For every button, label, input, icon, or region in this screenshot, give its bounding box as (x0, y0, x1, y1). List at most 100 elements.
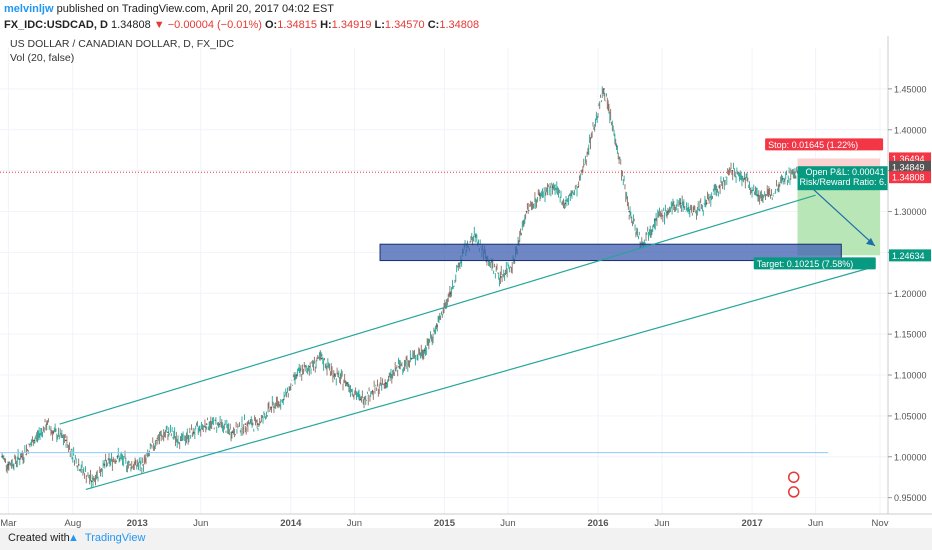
price-point (616, 145, 618, 147)
price-point (449, 292, 452, 295)
time-tick-label: 2014 (280, 518, 302, 528)
price-point (603, 88, 605, 90)
time-tick-label: Jun (500, 518, 515, 528)
price-tick-label: 1.15000 (894, 330, 927, 340)
support-zone-rectangle[interactable] (379, 243, 842, 262)
price-point (590, 137, 592, 139)
price-point (7, 464, 10, 466)
price-point (500, 276, 502, 278)
price-point (705, 202, 708, 205)
time-tick-label: Nov (872, 518, 889, 528)
target-label: Target: 0.10215 (7.58%) (757, 259, 854, 269)
stop-label: Stop: 0.01645 (1.22%) (768, 140, 858, 150)
tradingview-logo-icon[interactable]: ▲​ TradingView (68, 532, 146, 544)
price-tick-label: 1.05000 (894, 411, 927, 421)
time-tick-label: 2015 (434, 518, 456, 528)
price-point (577, 186, 580, 188)
price-point (718, 186, 721, 188)
price-axis-tag-label: 1.34808 (892, 173, 925, 183)
price-chart[interactable]: Stop: 0.01645 (1.22%) Target: 0.10215 (7.… (0, 36, 932, 528)
channel-upper-line[interactable] (59, 194, 816, 425)
price-point (436, 325, 439, 327)
price-axis-tag-label: 1.34849 (892, 162, 925, 172)
pnl-box (797, 166, 888, 191)
price-point (46, 423, 48, 425)
event-flag-icon[interactable] (787, 486, 800, 498)
price-point (295, 374, 298, 376)
tradingview-brand: TradingView (84, 532, 146, 544)
price-point (564, 202, 567, 205)
price-point (116, 455, 119, 458)
price-axis-tag-label: 1.24634 (892, 251, 925, 261)
price-tick-label: 0.95000 (894, 493, 927, 503)
price-axis-tag (889, 249, 931, 262)
open-value: 1.34815 (277, 19, 317, 31)
ohlc-line: FX_IDC:USDCAD, D 1.34808 ▼ −0.00004 (−0.… (4, 19, 479, 31)
price-point (628, 210, 630, 213)
price-point (410, 357, 413, 360)
author-link[interactable]: melvinljw (4, 3, 54, 15)
position-labels: Stop: 0.01645 (1.22%) Target: 0.10215 (7.… (753, 138, 888, 270)
target-label-bg (753, 257, 876, 270)
price-point (333, 374, 336, 376)
price-point (155, 439, 157, 442)
price-axis-tag-label: 1.36494 (892, 154, 925, 164)
price-axis[interactable]: 0.95000 1.00000 1.05000 1.10000 1.15000 1.200… (887, 36, 931, 514)
time-tick-label: Jun (808, 518, 823, 528)
price-point (77, 464, 80, 466)
created-with-text: Created with (8, 532, 70, 544)
event-flag-icon[interactable] (787, 471, 800, 483)
price-point (52, 431, 54, 434)
last-price: 1.34808 (110, 19, 151, 31)
high-label: H: (320, 19, 332, 31)
price-point (282, 398, 285, 401)
price-point (167, 431, 169, 434)
down-arrow-icon: ▼ (153, 19, 165, 31)
price-point (231, 431, 234, 434)
time-axis[interactable]: Mar Aug 2013 Jun 2014 Jun 2015 Jun 2016 Jun 2017 Ju… (0, 513, 932, 528)
price-point (423, 349, 426, 352)
low-value: 1.34570 (384, 19, 425, 31)
price-point (320, 357, 323, 360)
price-point (64, 439, 67, 442)
drawings[interactable] (0, 171, 888, 498)
price-point (679, 202, 682, 205)
close-value: 1.34808 (439, 19, 480, 31)
chart-background (0, 36, 932, 528)
price-point (525, 210, 528, 213)
price-point (667, 210, 669, 213)
price-point (1, 455, 3, 458)
risk-reward-label: Risk/Reward Ratio: 6. (800, 177, 887, 187)
price-tick-label: 1.30000 (894, 207, 927, 217)
price-point (474, 235, 476, 237)
price-point (757, 194, 759, 196)
channel-lower-line[interactable] (85, 268, 868, 491)
time-tick-label: Jun (193, 518, 208, 528)
price-point (744, 178, 746, 180)
price-series (1, 86, 799, 489)
trade-arrow[interactable] (805, 182, 876, 247)
symbol-label: FX_IDC:USDCAD, D (4, 19, 108, 31)
price-point (205, 423, 208, 425)
high-value: 1.34919 (331, 19, 372, 31)
grid-lines (0, 48, 888, 514)
price-axis-tag (889, 171, 931, 184)
trade-arrow-head (865, 237, 875, 246)
price-point (346, 382, 349, 384)
price-point (770, 194, 772, 196)
price-point (244, 423, 247, 425)
price-tick-label: 1.20000 (894, 289, 927, 299)
price-point (20, 455, 23, 458)
price-point (731, 169, 734, 172)
time-tick-label: 2013 (127, 518, 148, 528)
price-point (103, 464, 106, 466)
open-pnl-label: Open P&L: 0.00041 (806, 167, 885, 177)
price-point (692, 210, 695, 213)
price-tick-label: 1.40000 (894, 125, 927, 135)
close-label: C: (427, 19, 440, 31)
time-tick-label: Jun (654, 518, 669, 528)
price-point (270, 406, 272, 409)
published-text: published on TradingView.com, April 20, … (56, 3, 335, 15)
price-tick-label: 1.00000 (894, 452, 927, 462)
open-label: O: (265, 19, 278, 31)
